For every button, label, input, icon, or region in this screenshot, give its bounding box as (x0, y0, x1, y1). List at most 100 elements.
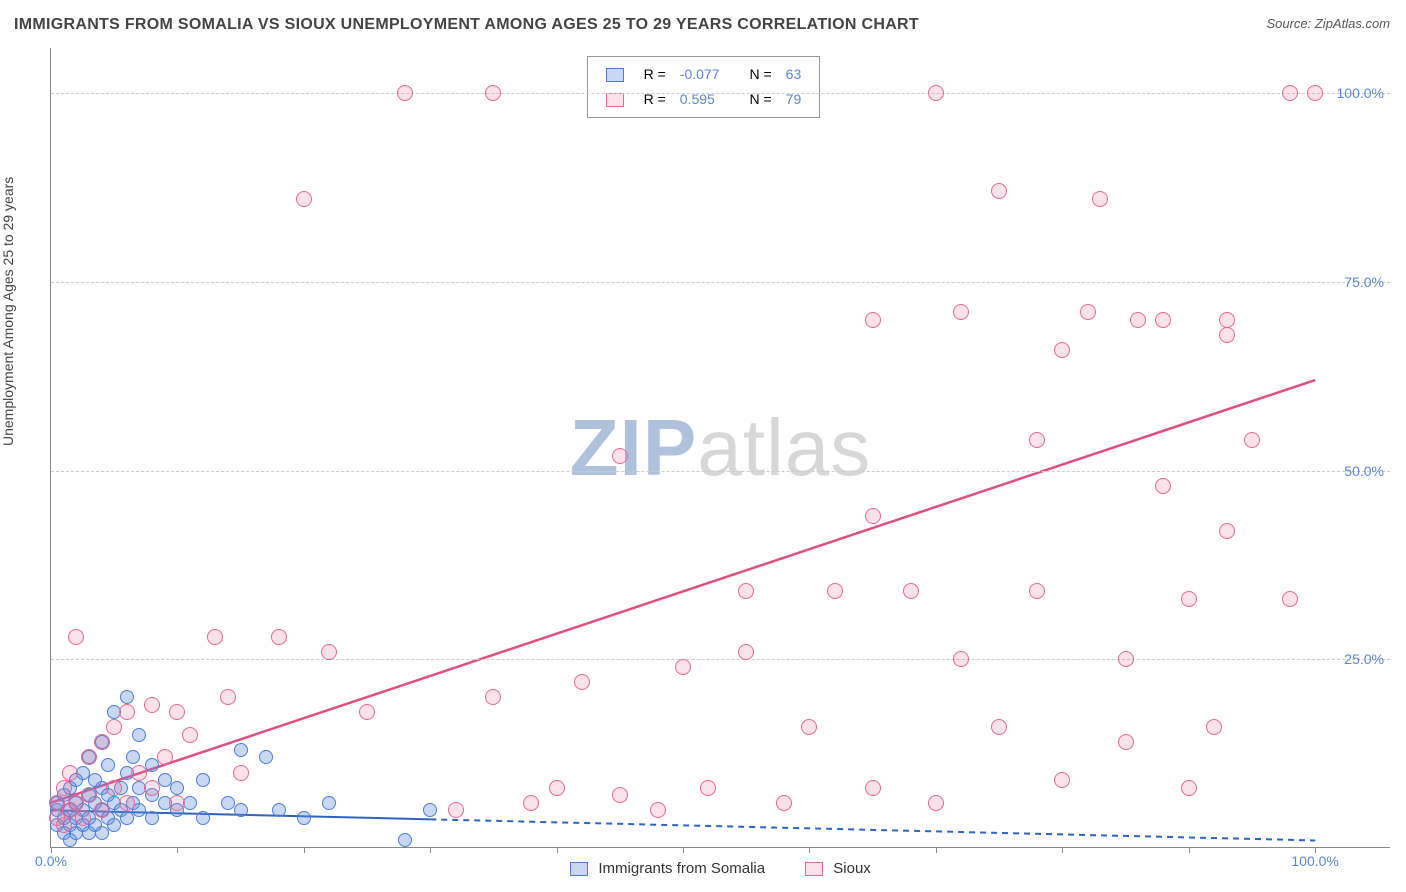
legend-item: Sioux (805, 860, 871, 877)
data-point (120, 690, 134, 704)
x-tick-mark (1062, 847, 1063, 853)
data-point (196, 773, 210, 787)
data-point (1307, 85, 1323, 101)
legend-n-value: 79 (780, 88, 808, 111)
legend-swatch (606, 68, 624, 82)
data-point (119, 795, 135, 811)
data-point (106, 780, 122, 796)
data-point (1206, 719, 1222, 735)
data-point (259, 750, 273, 764)
data-point (612, 448, 628, 464)
data-point (94, 802, 110, 818)
scatter-plot: ZIPatlas R =-0.077N =63R =0.595N =79 Imm… (50, 48, 1390, 848)
data-point (1080, 304, 1096, 320)
data-point (801, 719, 817, 735)
legend-swatch (805, 862, 823, 876)
data-point (81, 749, 97, 765)
y-tick-label: 100.0% (1337, 85, 1384, 101)
data-point (297, 811, 311, 825)
data-point (234, 743, 248, 757)
data-point (220, 689, 236, 705)
data-point (928, 795, 944, 811)
data-point (62, 765, 78, 781)
x-tick-mark (430, 847, 431, 853)
data-point (119, 704, 135, 720)
x-tick-mark (683, 847, 684, 853)
data-point (549, 780, 565, 796)
legend-label: Sioux (833, 860, 871, 877)
gridline (51, 471, 1390, 472)
data-point (1155, 312, 1171, 328)
data-point (448, 802, 464, 818)
gridline (51, 93, 1390, 94)
data-point (94, 734, 110, 750)
data-point (296, 191, 312, 207)
data-point (1130, 312, 1146, 328)
legend-r-label: R = (638, 88, 672, 111)
data-point (169, 795, 185, 811)
data-point (1181, 591, 1197, 607)
data-point (1054, 342, 1070, 358)
data-point (75, 810, 91, 826)
data-point (991, 183, 1007, 199)
y-tick-label: 50.0% (1344, 463, 1384, 479)
data-point (397, 85, 413, 101)
data-point (144, 780, 160, 796)
data-point (1244, 432, 1260, 448)
data-point (120, 811, 134, 825)
data-point (1029, 432, 1045, 448)
data-point (523, 795, 539, 811)
gridline (51, 282, 1390, 283)
data-point (903, 583, 919, 599)
x-tick-label: 100.0% (1291, 853, 1338, 869)
x-tick-mark (304, 847, 305, 853)
x-tick-mark (809, 847, 810, 853)
data-point (169, 704, 185, 720)
source-attribution: Source: ZipAtlas.com (1266, 16, 1390, 31)
data-point (398, 833, 412, 847)
trend-line-extrapolated (430, 819, 1315, 840)
data-point (321, 644, 337, 660)
data-point (1219, 327, 1235, 343)
data-point (953, 651, 969, 667)
x-tick-mark (177, 847, 178, 853)
data-point (272, 803, 286, 817)
legend-swatch (606, 93, 624, 107)
data-point (574, 674, 590, 690)
data-point (145, 811, 159, 825)
correlation-legend: R =-0.077N =63R =0.595N =79 (587, 56, 821, 118)
data-point (827, 583, 843, 599)
data-point (271, 629, 287, 645)
data-point (56, 817, 72, 833)
data-point (1029, 583, 1045, 599)
data-point (485, 85, 501, 101)
data-point (1054, 772, 1070, 788)
data-point (107, 818, 121, 832)
data-point (56, 780, 72, 796)
x-tick-mark (1189, 847, 1190, 853)
x-tick-mark (936, 847, 937, 853)
data-point (95, 826, 109, 840)
data-point (157, 749, 173, 765)
data-point (612, 787, 628, 803)
data-point (865, 780, 881, 796)
data-point (485, 689, 501, 705)
data-point (101, 758, 115, 772)
legend-item: Immigrants from Somalia (570, 860, 765, 877)
legend-n-label: N = (743, 63, 777, 86)
y-axis-label: Unemployment Among Ages 25 to 29 years (0, 177, 16, 446)
data-point (131, 765, 147, 781)
data-point (865, 312, 881, 328)
data-point (132, 728, 146, 742)
data-point (144, 697, 160, 713)
data-point (423, 803, 437, 817)
data-point (182, 727, 198, 743)
legend-r-value: -0.077 (674, 63, 726, 86)
data-point (865, 508, 881, 524)
data-point (322, 796, 336, 810)
data-point (1282, 591, 1298, 607)
data-point (650, 802, 666, 818)
data-point (234, 803, 248, 817)
data-point (928, 85, 944, 101)
data-point (953, 304, 969, 320)
